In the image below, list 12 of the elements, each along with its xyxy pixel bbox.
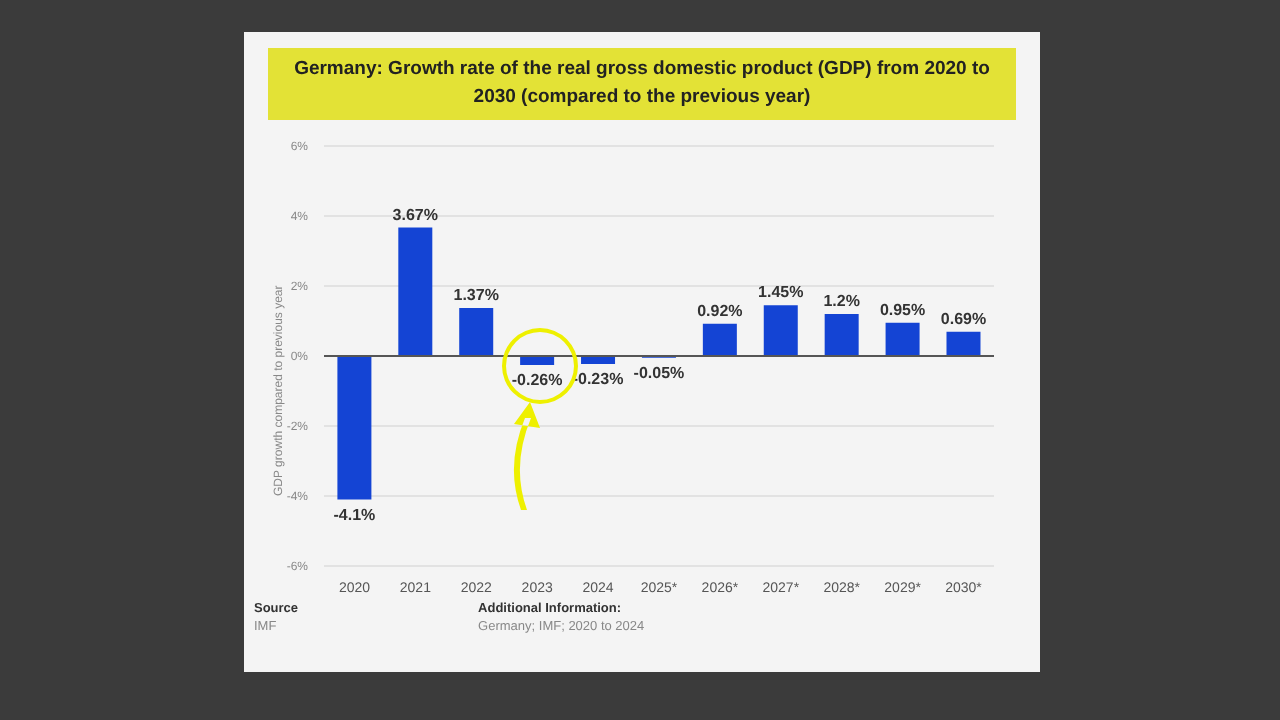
data-label: 0.92% <box>697 301 743 320</box>
data-label: -0.23% <box>572 370 624 389</box>
data-label: -4.1% <box>333 505 376 524</box>
chart-title: Germany: Growth rate of the real gross domestic product (GDP) from 2020 to 2030 (compared to the previous year) <box>268 48 1016 120</box>
data-label: 0.69% <box>940 309 987 328</box>
data-label: -0.05% <box>633 363 685 382</box>
data-label: 1.37% <box>453 286 499 305</box>
data-label: 0.95% <box>879 300 926 319</box>
data-label: 3.67% <box>392 205 438 224</box>
data-label: 1.2% <box>823 292 860 310</box>
data-label: -0.26% <box>511 371 563 390</box>
data-label: 1.45% <box>758 283 804 302</box>
